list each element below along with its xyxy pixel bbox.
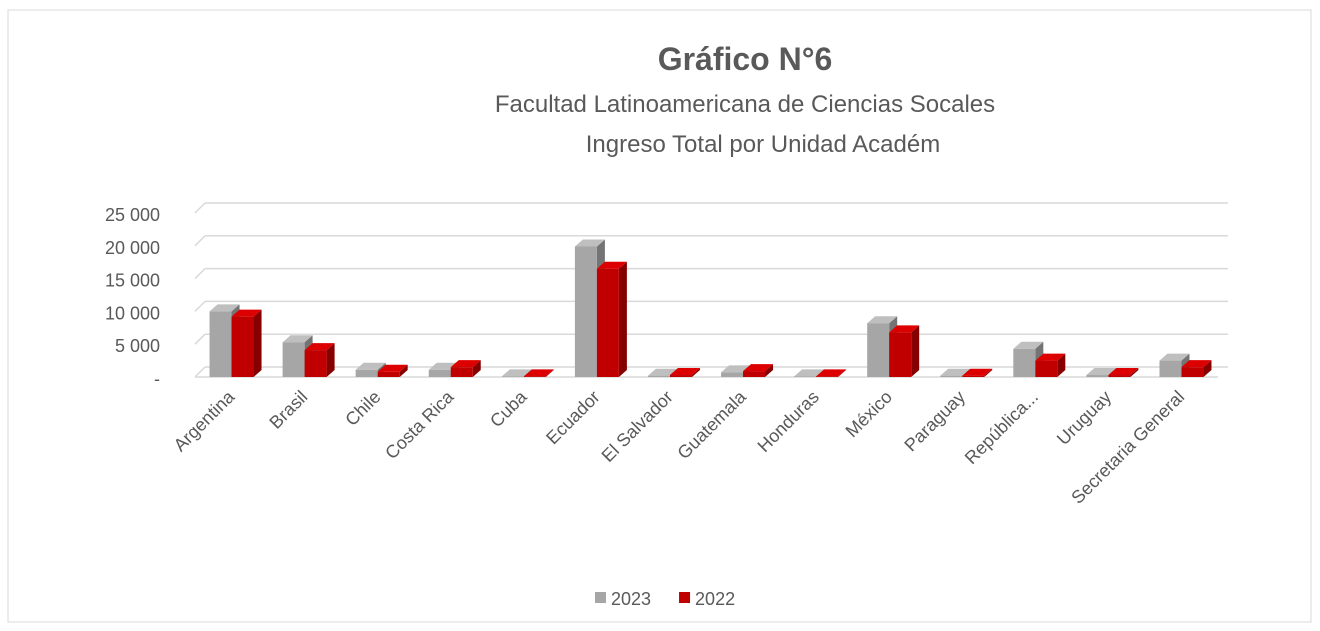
bar-top xyxy=(816,369,847,377)
bar xyxy=(304,350,327,377)
bar-side xyxy=(765,364,774,377)
bar-top xyxy=(231,309,262,317)
bar-top xyxy=(962,368,993,376)
y-tick-label: 10 000 xyxy=(105,303,160,323)
bar xyxy=(1108,375,1131,377)
bar xyxy=(377,371,400,377)
bar xyxy=(940,375,963,377)
bar-top xyxy=(1159,353,1190,361)
chart-title: Gráfico N°6 xyxy=(658,41,833,77)
bar xyxy=(1181,367,1204,377)
bar xyxy=(1035,360,1058,377)
bar xyxy=(1013,348,1036,377)
y-tick-label: 15 000 xyxy=(105,271,160,291)
bar-top xyxy=(304,343,335,351)
bar xyxy=(1159,360,1182,377)
chart-subtitle: Facultad Latinoamericana de Ciencias Soc… xyxy=(495,91,995,118)
bar-top xyxy=(1035,353,1066,361)
grid-line-depth xyxy=(194,202,206,214)
y-tick-label: 20 000 xyxy=(105,238,160,258)
bar-top xyxy=(940,368,971,376)
bar xyxy=(282,342,305,377)
bar xyxy=(501,376,524,377)
bar-top xyxy=(647,368,678,376)
bar xyxy=(428,369,451,377)
bar xyxy=(743,371,766,377)
bar xyxy=(209,311,232,377)
grid-line-depth xyxy=(194,268,206,280)
bar-side xyxy=(472,360,481,377)
bar-top xyxy=(450,360,481,368)
bar-top xyxy=(501,369,532,377)
bar-top xyxy=(1181,360,1212,368)
bar-top xyxy=(523,369,554,377)
bar xyxy=(962,375,985,377)
bar-side xyxy=(1203,360,1212,377)
bar-side xyxy=(326,343,335,377)
bar-side xyxy=(691,368,700,377)
bar-side xyxy=(399,364,408,377)
bar-top xyxy=(721,365,752,373)
chart-subtitle: Ingreso Total por Unidad Académ xyxy=(586,131,940,158)
bar xyxy=(794,376,817,377)
bar xyxy=(574,246,597,377)
bar-top xyxy=(1013,341,1044,349)
bar-side xyxy=(911,325,920,377)
bar-top xyxy=(743,364,774,372)
bar-top xyxy=(1108,368,1139,376)
y-tick-label: - xyxy=(154,369,160,389)
bar-side xyxy=(618,261,627,377)
bar-top xyxy=(282,335,313,343)
bar-side xyxy=(545,369,554,377)
bar xyxy=(721,372,744,377)
bar-top xyxy=(574,239,605,247)
bar-top xyxy=(377,364,408,372)
bar-side xyxy=(1130,368,1139,377)
grid-line-depth xyxy=(194,235,206,247)
legend-label: 2022 xyxy=(695,589,735,609)
bar-top xyxy=(794,369,825,377)
bar xyxy=(867,323,890,377)
bar xyxy=(596,268,619,377)
bar-side xyxy=(253,309,262,377)
legend-swatch xyxy=(595,592,606,603)
grid-line-depth xyxy=(194,366,206,378)
legend-swatch xyxy=(679,592,691,603)
bar-side xyxy=(838,369,847,377)
legend-label: 2023 xyxy=(611,589,651,609)
bar xyxy=(816,376,839,377)
bar-top xyxy=(355,362,386,370)
bar-top xyxy=(596,261,627,269)
y-tick-label: 25 000 xyxy=(105,205,160,225)
bar xyxy=(889,332,912,377)
bar-top xyxy=(669,368,700,376)
grid-line-depth xyxy=(194,300,206,312)
bar-side xyxy=(1057,353,1066,377)
bar xyxy=(647,375,670,377)
bar xyxy=(669,375,692,377)
bar-top xyxy=(209,304,240,312)
bar xyxy=(523,376,546,377)
bar xyxy=(1086,375,1109,377)
bar xyxy=(355,369,378,377)
bar-top xyxy=(1086,368,1117,376)
bar-top xyxy=(867,316,898,324)
bar-top xyxy=(889,325,920,333)
y-tick-label: 5 000 xyxy=(115,336,160,356)
bar xyxy=(231,316,254,377)
bar-side xyxy=(984,368,993,377)
bar xyxy=(450,367,473,377)
grid-line-depth xyxy=(194,333,206,345)
